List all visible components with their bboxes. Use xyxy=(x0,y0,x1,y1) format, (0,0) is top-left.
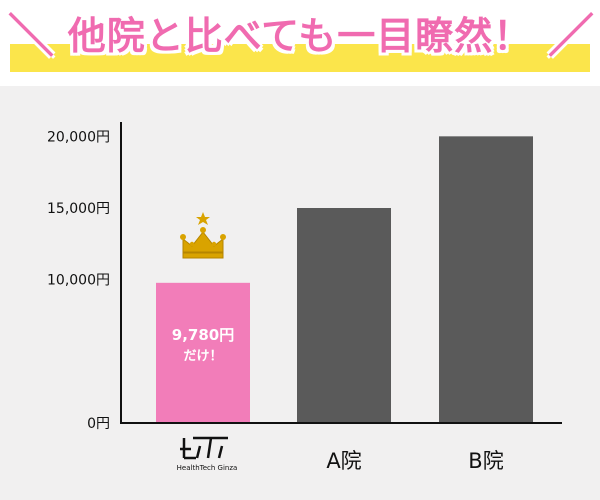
title-banner: ＼ 他院と比べても一目瞭然！ ／ xyxy=(0,0,600,86)
highlight-note-label: だけ！ xyxy=(183,349,222,364)
x-category-label: A院 xyxy=(326,449,361,473)
highlight-annotation: 9,780円 だけ！ xyxy=(172,212,234,364)
highlight-value-label: 9,780円 xyxy=(172,326,234,344)
bar-a-clinic xyxy=(297,208,391,423)
healthtech-ginza-logo-icon: HealthTech Ginza xyxy=(177,436,238,472)
y-tick-label: 15,000円 xyxy=(47,201,110,217)
x-category-label: B院 xyxy=(468,449,503,473)
bar-healthtech-ginza xyxy=(156,282,250,423)
bar-b-clinic xyxy=(439,136,533,424)
y-axis-tick-labels: 0円 10,000円 15,000円 20,000円 xyxy=(47,129,110,432)
y-tick-label: 10,000円 xyxy=(47,273,110,289)
banner-highlight-strip xyxy=(10,44,590,72)
bars xyxy=(156,136,533,424)
decorative-slash-right: ／ xyxy=(548,9,594,63)
crown-icon xyxy=(180,212,226,259)
y-tick-label: 20,000円 xyxy=(47,129,110,145)
banner-title: 他院と比べても一目瞭然！ xyxy=(67,14,533,58)
logo-text: HealthTech Ginza xyxy=(177,464,238,472)
decorative-slash-left: ＼ xyxy=(8,9,54,63)
x-axis-category-labels: A院 B院 xyxy=(326,449,503,473)
y-tick-label: 0円 xyxy=(87,416,110,432)
